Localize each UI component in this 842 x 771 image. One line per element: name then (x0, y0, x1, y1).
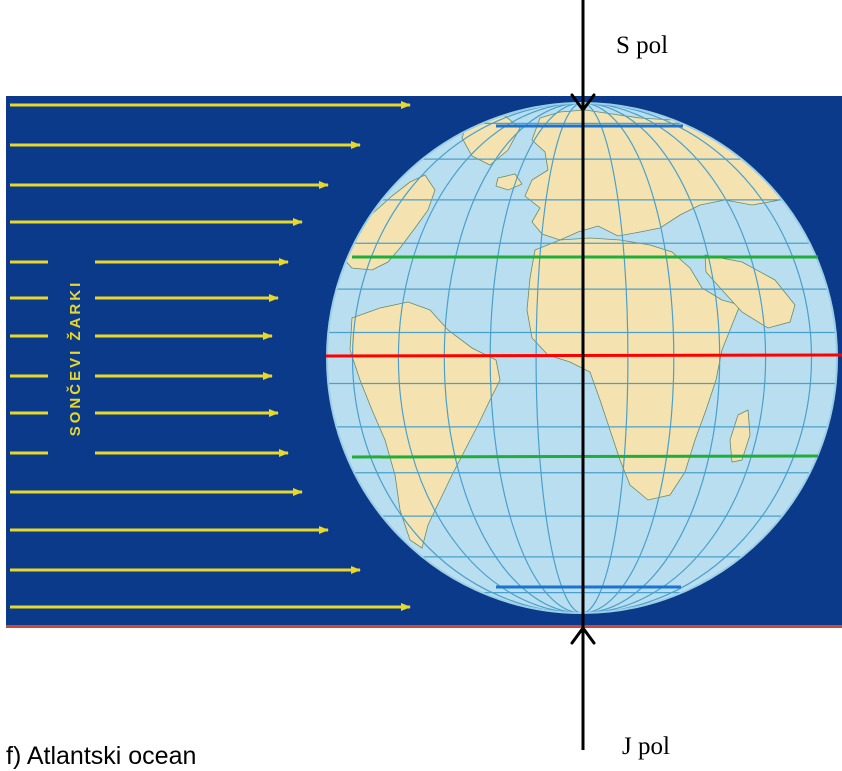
sun-rays (10, 101, 411, 611)
north-pole-arrow-icon (570, 93, 596, 113)
land-madagascar (729, 409, 751, 463)
north-pole-label: S pol (616, 32, 669, 59)
panel-bottom-edge (6, 625, 842, 628)
meridian-line (351, 103, 813, 613)
land-greenland (461, 115, 521, 166)
meridian-line (489, 103, 675, 613)
south-pole-label: J pol (622, 733, 670, 760)
south-pole-arrow-icon (570, 625, 596, 645)
answer-line-partial: f) Atlantski ocean (6, 742, 197, 770)
meridian-line (443, 103, 721, 613)
rays-caption: SONČEVI ŽARKI (66, 280, 84, 437)
tropic-of-capricorn-line (351, 454, 819, 459)
meridian-line (397, 103, 767, 613)
land-south-america (349, 301, 501, 549)
meridian-line (535, 103, 629, 613)
land-arabia (704, 254, 796, 329)
land-iceland (495, 173, 523, 191)
